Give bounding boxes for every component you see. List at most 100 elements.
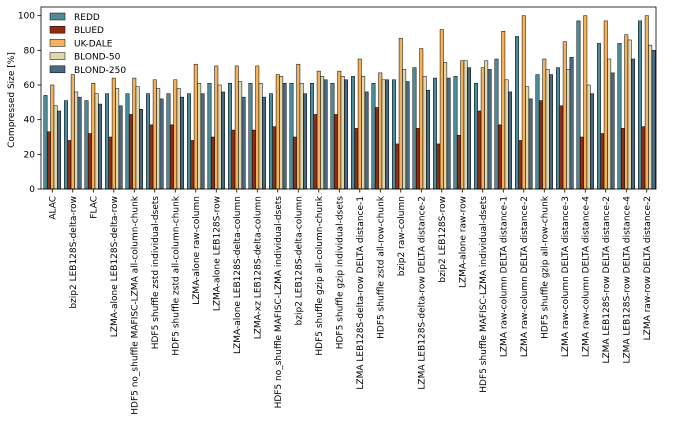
bar-blued-4 — [128, 114, 133, 190]
bar-uk-dale-6 — [173, 79, 178, 190]
bar-uk-dale-3 — [111, 77, 116, 190]
bar-blued-17 — [395, 143, 400, 190]
bar-blued-7 — [190, 140, 195, 190]
bar-uk-dale-24 — [542, 58, 547, 190]
bar-uk-dale-10 — [255, 65, 260, 190]
bar-uk-dale-8 — [214, 65, 219, 190]
bar-blond-50-4 — [135, 86, 140, 190]
bar-redd-5 — [146, 93, 150, 190]
bar-blond-50-8 — [217, 84, 222, 190]
bar-blond-50-25 — [566, 69, 571, 190]
x-tick-label: LZMA raw-column DELTA distance-2 — [520, 196, 530, 357]
bar-redd-3 — [105, 93, 109, 190]
bar-redd-6 — [166, 93, 171, 190]
bar-uk-dale-12 — [296, 63, 301, 190]
bar-blond-50-17 — [402, 69, 407, 190]
bar-redd-8 — [207, 83, 212, 190]
bar-blued-25 — [559, 105, 564, 190]
bar-blond-50-9 — [238, 81, 243, 190]
bar-redd-19 — [433, 77, 437, 190]
legend-swatch-blued — [49, 25, 66, 34]
bar-redd-1 — [64, 100, 68, 190]
plot-frame — [40, 6, 657, 190]
bar-redd-14 — [330, 83, 335, 190]
bar-uk-dale-23 — [521, 15, 526, 190]
x-tick-label: LZMA raw-column DELTA distance-1 — [499, 196, 509, 357]
bar-redd-15 — [351, 76, 355, 190]
bar-blued-2 — [87, 133, 92, 190]
x-tick-label: LZMA-xz LEB128S-delta-column — [253, 196, 263, 339]
bar-blond-250-2 — [98, 103, 103, 190]
bar-blued-0 — [46, 131, 51, 190]
bar-blued-22 — [497, 124, 502, 190]
bar-blond-50-24 — [545, 69, 550, 190]
legend-label-uk-dale: UK-DALE — [74, 39, 113, 49]
bar-blond-250-1 — [77, 96, 82, 190]
bar-redd-13 — [310, 83, 314, 190]
bar-blond-250-28 — [631, 58, 636, 190]
bar-uk-dale-29 — [644, 15, 649, 190]
x-tick-label: LZMA-alone LEB128S-delta-row — [110, 196, 120, 337]
x-tick-label: HDF5 shuffle zstd individual-dsets — [151, 196, 161, 350]
bar-blond-250-14 — [344, 79, 349, 190]
bar-blond-50-3 — [115, 88, 120, 190]
bar-blued-26 — [579, 136, 584, 190]
legend-label-blond-250: BLOND-250 — [74, 66, 126, 76]
bar-uk-dale-0 — [50, 84, 55, 190]
bar-blond-50-23 — [525, 86, 530, 190]
bar-blond-250-9 — [241, 96, 246, 190]
bar-uk-dale-14 — [337, 70, 342, 190]
x-tick-label: LZMA raw-row DELTA distance-2 — [643, 196, 653, 340]
bar-blond-50-28 — [627, 39, 632, 190]
bar-redd-26 — [576, 20, 581, 190]
bar-redd-20 — [453, 76, 458, 190]
bar-redd-24 — [535, 74, 540, 190]
bar-blond-50-1 — [74, 91, 79, 190]
x-tick-label: bzip2 LEB128S-row — [438, 196, 448, 283]
bar-uk-dale-22 — [501, 31, 506, 190]
bar-blond-250-29 — [651, 50, 656, 190]
bar-redd-9 — [228, 83, 232, 190]
legend-swatch-blond-250 — [49, 65, 66, 74]
bar-uk-dale-16 — [378, 72, 383, 190]
bar-blued-18 — [415, 128, 420, 190]
bar-blond-250-17 — [405, 81, 410, 190]
bars-layer — [43, 15, 656, 190]
x-tick-label: HDF5 shuffle MAFISC-LZMA individual-dset… — [479, 196, 489, 393]
bar-blond-250-21 — [487, 69, 492, 190]
bar-blond-50-20 — [463, 60, 468, 190]
bar-blond-250-22 — [508, 91, 513, 190]
bar-redd-27 — [597, 43, 601, 190]
bar-blond-50-15 — [361, 76, 366, 190]
x-tick-label: bzip2 LEB128S-delta-row — [69, 196, 79, 309]
bar-blond-250-16 — [385, 79, 390, 190]
x-tick-label: HDF5 shuffle gzip all-row-chunk — [540, 195, 550, 339]
bar-blond-250-0 — [57, 110, 62, 190]
bar-uk-dale-18 — [419, 48, 424, 190]
legend-label-blued: BLUED — [74, 26, 104, 36]
bar-blued-12 — [292, 136, 297, 190]
x-tick-label: HDF5 shuffle zstd all-row-chunk — [376, 195, 386, 339]
bar-blond-250-20 — [467, 67, 472, 190]
legend-label-blond-50: BLOND-50 — [74, 53, 121, 63]
bar-uk-dale-19 — [439, 29, 444, 190]
bar-redd-25 — [556, 67, 560, 190]
bar-blond-250-23 — [528, 98, 533, 190]
x-tick-label: bzip2 raw-column — [397, 196, 407, 276]
bar-uk-dale-28 — [624, 34, 629, 190]
bar-uk-dale-7 — [193, 63, 198, 190]
bar-redd-17 — [392, 79, 396, 190]
y-tick-label: 100 — [18, 12, 35, 22]
bar-blond-50-27 — [607, 58, 612, 190]
bar-blond-50-13 — [320, 76, 325, 190]
x-tick-label: LZMA raw-column DELTA distance-4 — [581, 196, 591, 357]
x-tick-label: HDF5 no_shuffle MAFISC-LZMA all-column-c… — [130, 195, 140, 415]
bar-blond-50-10 — [258, 83, 263, 190]
bar-uk-dale-1 — [70, 74, 75, 190]
y-tick-label: 20 — [24, 150, 36, 160]
bar-blond-50-19 — [443, 62, 448, 190]
bar-redd-0 — [43, 95, 48, 190]
bar-blond-250-4 — [139, 109, 144, 190]
bar-blond-50-7 — [197, 83, 202, 190]
